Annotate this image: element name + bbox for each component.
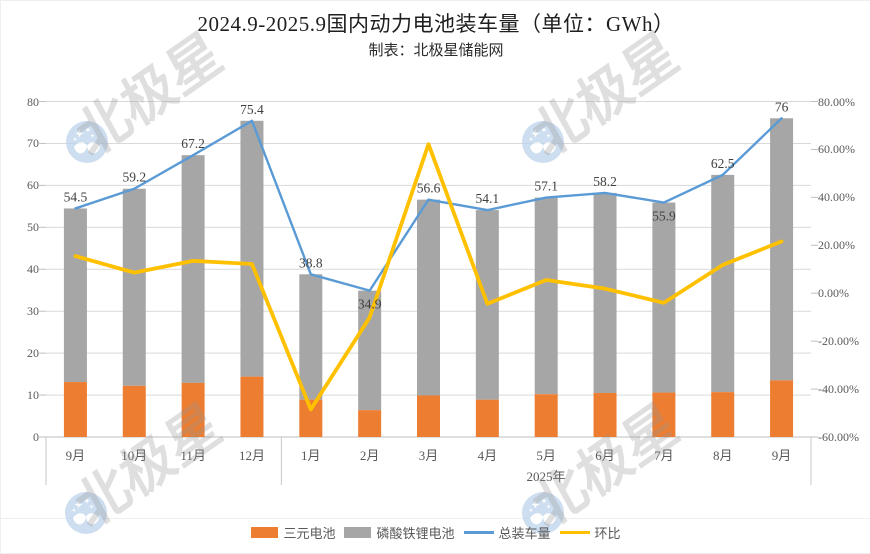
data-label: 55.9 [652, 209, 676, 224]
data-label: 56.6 [417, 181, 441, 196]
legend-label: 总装车量 [498, 526, 551, 541]
mom-line-swatch-icon [559, 531, 590, 534]
legend-item-mom: 环比 [559, 523, 621, 542]
legend-label: 环比 [594, 526, 621, 541]
axis-tick-label: 60.00% [818, 142, 855, 157]
x-axis-month-label: 5月 [536, 448, 556, 463]
page-title: 2024.9-2025.9国内动力电池装车量（单位：GWh） [197, 12, 675, 36]
axis-tick-label: 20.00% [818, 238, 855, 253]
x-axis-month-label: 9月 [771, 448, 792, 463]
watermark: 北极星 [515, 20, 705, 204]
axis-tick-label: 0.00% [818, 286, 849, 301]
x-axis-month-label: 1月 [301, 448, 321, 463]
legend-item-ternary: 三元电池 [251, 523, 335, 542]
x-axis-year-label: 2025年 [526, 469, 566, 484]
axis-tick-label: 80 [27, 94, 39, 109]
x-axis-month-label: 3月 [418, 448, 439, 463]
data-label: 57.1 [534, 179, 558, 194]
axis-tick-label: 30 [27, 304, 39, 319]
x-axis-month-label: 12月 [238, 448, 265, 463]
legend-label: 三元电池 [283, 526, 336, 541]
data-label: 59.2 [122, 170, 146, 185]
legend-label: 磷酸铁锂电池 [376, 526, 455, 541]
chart-subtitle: 制表：北极星储能网 [368, 43, 504, 59]
axis-tick-label: 10 [27, 388, 39, 403]
data-label: 38.8 [299, 255, 323, 270]
data-label: 76 [775, 99, 789, 114]
x-axis-month-label: 2月 [359, 448, 380, 463]
axis-tick-label: 80.00% [818, 94, 855, 109]
lfp-swatch-icon [344, 527, 372, 538]
x-axis-month-label: 4月 [477, 448, 498, 463]
legend-item-lfp: 磷酸铁锂电池 [344, 523, 455, 542]
axis-tick-label: 40 [27, 262, 39, 277]
watermark: 北极星 [59, 20, 249, 204]
legend: 三元电池 磷酸铁锂电池 总装车量 环比 [1, 523, 870, 542]
axis-tick-label: -20.00% [818, 334, 859, 349]
axis-tick-label: 60 [27, 178, 39, 193]
x-axis-month-label: 11月 [180, 448, 206, 463]
chart-bottom-border [1, 518, 870, 519]
x-axis-month-label: 8月 [712, 448, 733, 463]
axis-tick-label: 0 [33, 430, 39, 444]
data-label: 34.9 [358, 297, 382, 312]
axis-tick-label: 50 [27, 220, 39, 235]
axis-tick-label: 40.00% [818, 190, 855, 205]
data-label: 54.5 [64, 189, 88, 204]
polaris-logo-icon [522, 121, 564, 163]
x-axis-month-label: 6月 [595, 448, 615, 463]
data-label: 62.5 [711, 156, 735, 171]
data-label: 75.4 [240, 102, 264, 117]
watermark-text: 北极星 [65, 391, 231, 541]
data-label: 54.1 [476, 191, 500, 206]
axis-tick-label: 70 [27, 136, 39, 151]
data-label: 67.2 [181, 136, 205, 151]
x-axis-month-label: 9月 [65, 448, 86, 463]
axis-tick-label: -60.00% [818, 430, 859, 444]
ternary-swatch-icon [251, 527, 279, 538]
x-axis-month-label: 7月 [654, 448, 674, 463]
legend-item-total: 总装车量 [463, 523, 551, 542]
polaris-logo-icon [66, 121, 108, 163]
total-line-swatch-icon [463, 531, 494, 534]
axis-tick-label: 20 [27, 346, 39, 361]
axis-tick-label: -40.00% [818, 382, 859, 397]
x-axis-month-label: 10月 [121, 448, 148, 463]
data-label: 58.2 [593, 174, 617, 189]
